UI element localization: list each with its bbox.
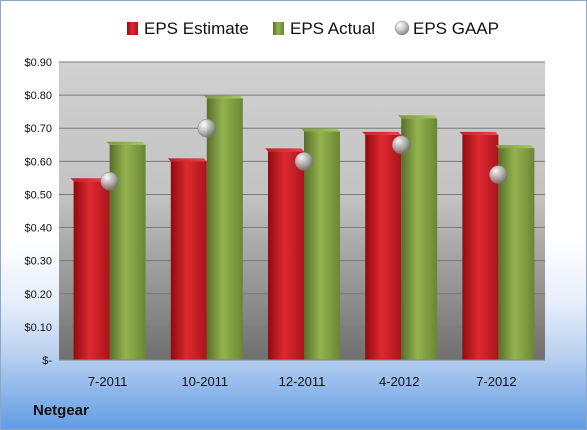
legend-item: EPS Actual: [273, 19, 375, 38]
gaap-markers: [100, 118, 508, 191]
y-tick-label: $0.70: [24, 123, 52, 135]
bar-eps-estimate: [70, 178, 110, 360]
marker-eps-gaap: [100, 171, 119, 191]
y-tick-label: $0.50: [24, 189, 52, 201]
legend-item: EPS Estimate: [127, 19, 249, 38]
bar-eps-actual: [495, 145, 535, 360]
marker-eps-gaap: [391, 135, 411, 155]
legend-label: EPS Actual: [290, 19, 375, 38]
legend-swatch: [273, 22, 284, 35]
bar-eps-estimate: [265, 148, 304, 360]
bars: [70, 95, 535, 361]
bar-eps-estimate: [459, 131, 499, 360]
legend-label: EPS GAAP: [413, 19, 499, 38]
x-axis-ticks: 7-2011 10-2011 12-2011 4-2012 7-2012: [88, 374, 517, 389]
y-tick-label: $0.30: [24, 256, 52, 268]
bar-eps-estimate: [167, 158, 207, 360]
y-axis-ticks: $- $0.10 $0.20 $0.30 $0.40 $0.50 $0.60 $0.70 $0.…: [24, 57, 52, 367]
legend-swatch: [127, 22, 138, 35]
y-tick-label: $0.60: [24, 156, 52, 168]
y-tick-label: $0.10: [24, 322, 52, 334]
x-tick-label: 4-2012: [379, 374, 419, 389]
bar-eps-actual: [398, 115, 438, 361]
y-tick-label: $0.90: [24, 57, 52, 69]
legend: EPS Estimate EPS Actual EPS GAAP: [127, 19, 499, 38]
y-tick-label: $0.80: [24, 90, 52, 102]
x-tick-label: 12-2011: [279, 374, 326, 389]
legend-label: EPS Estimate: [144, 19, 249, 38]
x-tick-label: 10-2011: [181, 374, 228, 389]
marker-eps-gaap: [197, 118, 217, 138]
legend-swatch: [394, 20, 410, 36]
marker-eps-gaap: [489, 165, 508, 184]
marker-eps-gaap: [294, 152, 314, 171]
y-tick-label: $0.20: [24, 289, 52, 301]
y-tick-label: $0.40: [24, 223, 52, 235]
y-tick-label: $-: [42, 355, 52, 367]
bar-eps-actual: [203, 95, 243, 360]
x-tick-label: 7-2011: [88, 374, 128, 389]
bar-eps-actual: [301, 128, 340, 360]
bar-eps-estimate: [362, 131, 402, 360]
legend-item: EPS GAAP: [394, 19, 499, 38]
company-label: Netgear: [33, 402, 89, 419]
x-tick-label: 7-2012: [476, 374, 516, 389]
